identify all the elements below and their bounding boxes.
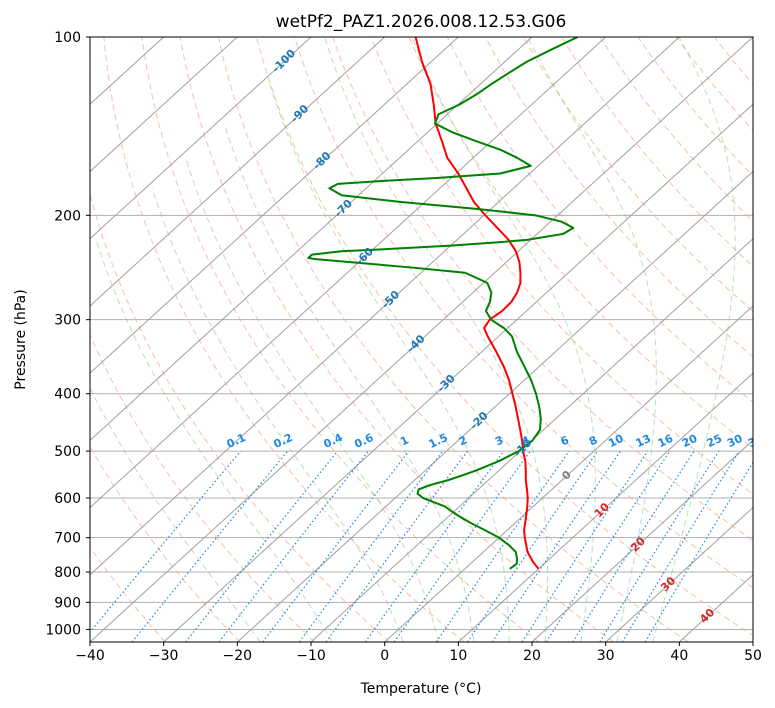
moist-adiabat bbox=[269, 83, 510, 642]
mixing-ratio-line bbox=[364, 450, 505, 642]
dry-adiabat bbox=[217, 37, 689, 642]
moist-adiabat bbox=[151, 188, 404, 642]
y-axis-label: Pressure (hPa) bbox=[13, 289, 29, 389]
isotherm-line bbox=[384, 305, 753, 642]
mixing-ratio-label: 36 bbox=[746, 432, 766, 450]
y-tick-label: 300 bbox=[54, 313, 81, 329]
x-tick-label: 0 bbox=[380, 648, 389, 664]
mixing-ratio-line bbox=[262, 450, 410, 642]
dry-adiabat bbox=[294, 37, 753, 589]
y-tick-label: 600 bbox=[54, 491, 81, 507]
isotherm-line bbox=[90, 37, 238, 173]
x-tick-label: −40 bbox=[75, 648, 105, 664]
dry-adiabat bbox=[599, 37, 753, 222]
y-tick-label: 200 bbox=[54, 208, 81, 224]
mixing-ratio-labels: 0.10.20.40.611.52346810131620253036 bbox=[225, 431, 766, 451]
plot-area: -100-90-80-70-60-50-40-30-20-10010203040… bbox=[90, 37, 766, 642]
dewpoint-profile bbox=[307, 37, 579, 570]
x-tick-label: −20 bbox=[223, 648, 253, 664]
isotherm-line bbox=[90, 37, 386, 307]
x-tick-label: 30 bbox=[597, 648, 615, 664]
isotherm-line bbox=[163, 103, 753, 642]
mixing-ratio-line bbox=[218, 450, 369, 642]
y-tick-label: 500 bbox=[54, 444, 81, 460]
isotherms bbox=[90, 37, 753, 642]
mixing-ratio-line bbox=[393, 450, 531, 642]
mixing-ratio-line bbox=[572, 450, 695, 642]
y-tick-label: 800 bbox=[54, 565, 81, 581]
mixing-ratio-label: 20 bbox=[680, 432, 700, 450]
isotherm-line bbox=[90, 37, 312, 240]
moist-adiabat bbox=[324, 37, 549, 642]
mixing-ratio-label: 13 bbox=[634, 432, 653, 450]
mixing-ratio-line bbox=[545, 450, 671, 642]
moist-adiabat bbox=[411, 37, 596, 642]
isotherm-line bbox=[90, 37, 607, 509]
x-tick-label: 40 bbox=[670, 648, 688, 664]
mixing-ratio-line bbox=[599, 450, 720, 642]
y-tick-label: 400 bbox=[54, 387, 81, 403]
dry-adiabat bbox=[179, 37, 614, 642]
isotherm-line bbox=[605, 506, 753, 642]
y-tick-label: 1000 bbox=[45, 622, 81, 638]
moist-adiabat bbox=[652, 37, 736, 642]
mixing-ratio-line bbox=[467, 450, 599, 642]
x-axis-label: Temperature (°C) bbox=[360, 681, 482, 697]
plot-frame bbox=[89, 36, 754, 643]
dry-adiabat bbox=[90, 192, 390, 642]
dry-adiabat bbox=[90, 445, 241, 642]
mixing-ratio-line bbox=[621, 450, 740, 642]
x-axis-ticks: −40 −30 −20 −10 0 10 20 30 40 50 bbox=[75, 642, 762, 664]
x-tick-label: −10 bbox=[296, 648, 326, 664]
sounding-profiles bbox=[307, 37, 579, 570]
dry-adiabat bbox=[408, 37, 753, 449]
isotherm-line bbox=[531, 439, 753, 642]
isotherm-line bbox=[90, 37, 680, 576]
chart-title: wetPf2_PAZ1.2026.008.12.53.G06 bbox=[276, 12, 567, 32]
isotherm-line bbox=[90, 37, 533, 442]
moist-adiabat bbox=[95, 239, 333, 642]
mixing-ratio-line bbox=[131, 450, 289, 642]
isotherm-line bbox=[90, 37, 753, 642]
mixing-ratio-line bbox=[185, 450, 339, 642]
mixing-ratio-label: 16 bbox=[656, 432, 676, 450]
mixing-ratio-label: 25 bbox=[705, 432, 724, 450]
mixing-ratio-label: 10 bbox=[606, 432, 626, 450]
moist-adiabat bbox=[223, 123, 475, 642]
mixing-ratio-label: 30 bbox=[725, 432, 745, 450]
mixing-ratio-line bbox=[90, 450, 242, 634]
y-tick-label: 900 bbox=[54, 595, 81, 611]
dry-adiabat bbox=[484, 37, 753, 358]
mixing-ratio-lines bbox=[90, 450, 753, 642]
y-tick-label: 100 bbox=[54, 30, 81, 46]
x-tick-label: 10 bbox=[449, 648, 467, 664]
dry-adiabat bbox=[561, 37, 753, 267]
x-tick-label: −30 bbox=[149, 648, 179, 664]
isotherm-line bbox=[457, 372, 753, 642]
mixing-ratio-line bbox=[644, 461, 753, 642]
isotherm-line bbox=[236, 170, 753, 642]
y-axis-ticks: 100 200 300 400 500 600 700 800 900 1000 bbox=[45, 30, 90, 638]
isotherm-line bbox=[310, 237, 753, 642]
isotherm-line bbox=[90, 37, 459, 374]
dry-adiabat bbox=[141, 37, 540, 642]
dry-adiabat bbox=[255, 37, 753, 637]
x-tick-label: 50 bbox=[744, 648, 762, 664]
x-tick-label: 20 bbox=[523, 648, 541, 664]
y-tick-label: 700 bbox=[54, 531, 81, 547]
dry-adiabat bbox=[332, 37, 753, 542]
